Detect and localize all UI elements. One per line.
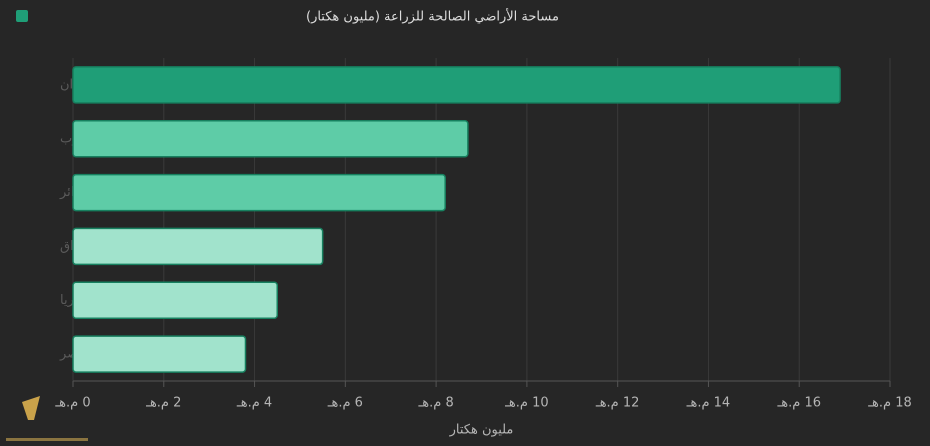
logo xyxy=(22,396,40,420)
watermark xyxy=(6,396,88,441)
logo-text xyxy=(6,438,88,441)
bar xyxy=(72,66,841,104)
x-tick-label: 2 م.هـ xyxy=(145,396,181,411)
x-axis-title: مليون هكتار xyxy=(449,423,514,438)
x-tick-label: 8 م.هـ xyxy=(417,396,453,411)
x-tick-label: 14 م.هـ xyxy=(686,396,731,411)
bar xyxy=(72,335,247,373)
bar xyxy=(72,281,278,319)
x-tick-label: 16 م.هـ xyxy=(776,396,821,411)
bar xyxy=(72,120,469,158)
legend-label: مساحة الأراضي الصالحة للزراعة (مليون هكت… xyxy=(306,8,559,25)
x-tick-label: 0 م.هـ xyxy=(54,396,90,411)
bar xyxy=(72,173,446,212)
x-tick-label: 6 م.هـ xyxy=(327,396,363,411)
legend-swatch xyxy=(16,10,28,22)
x-tick-label: 4 م.هـ xyxy=(236,396,272,411)
x-tick-label: 12 م.هـ xyxy=(595,396,640,411)
x-tick-label: 10 م.هـ xyxy=(504,396,549,411)
bar xyxy=(72,227,324,266)
x-tick-label: 18 م.هـ xyxy=(867,396,912,411)
